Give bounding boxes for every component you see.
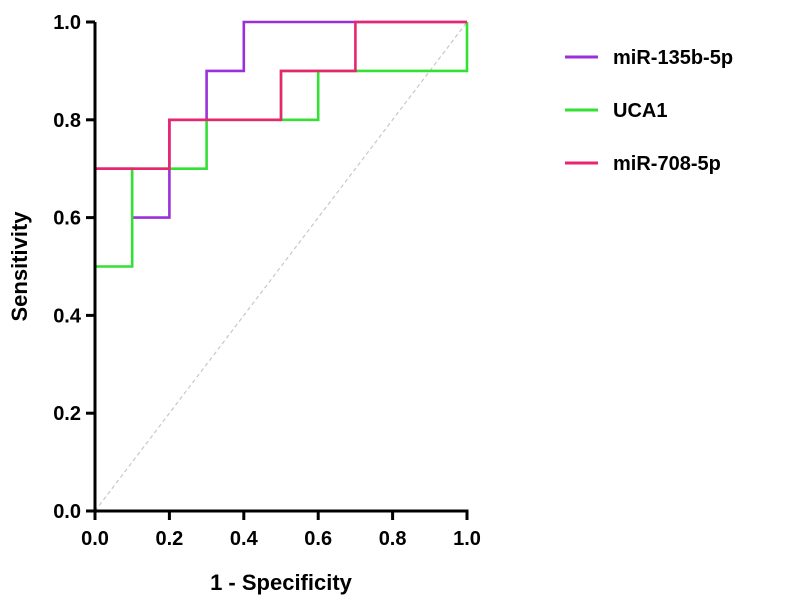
x-tick-label: 0.6 <box>304 528 332 550</box>
legend-label: miR-135b-5p <box>613 47 733 69</box>
x-tick-label: 0.2 <box>155 528 183 550</box>
reference-diagonal-line <box>94 21 468 512</box>
y-axis-title: Sensitivity <box>7 211 32 322</box>
y-tick-label: 0.2 <box>53 403 81 425</box>
x-tick-label: 0.4 <box>230 528 259 550</box>
legend-label: miR-708-5p <box>613 153 721 175</box>
x-tick-label: 1.0 <box>453 528 481 550</box>
y-tick-label: 0.4 <box>53 305 82 327</box>
plot-area <box>93 20 469 512</box>
y-tick-label: 1.0 <box>53 12 81 34</box>
y-tick-label: 0.6 <box>53 208 81 230</box>
y-tick-label: 0.8 <box>53 110 81 132</box>
x-axis-title: 1 - Specificity <box>210 570 353 595</box>
y-tick-label: 0.0 <box>53 501 81 523</box>
x-tick-label: 0.8 <box>379 528 407 550</box>
legend-label: UCA1 <box>613 100 667 122</box>
x-tick-label: 0.0 <box>81 528 109 550</box>
legend: miR-135b-5p UCA1 miR-708-5p <box>565 47 733 175</box>
series-line-miR-708-5p <box>93 20 467 511</box>
axes: 0.0 0.2 0.4 0.6 0.8 1.0 0.0 0.2 0.4 0.6 0.8 1.0 <box>53 12 481 550</box>
